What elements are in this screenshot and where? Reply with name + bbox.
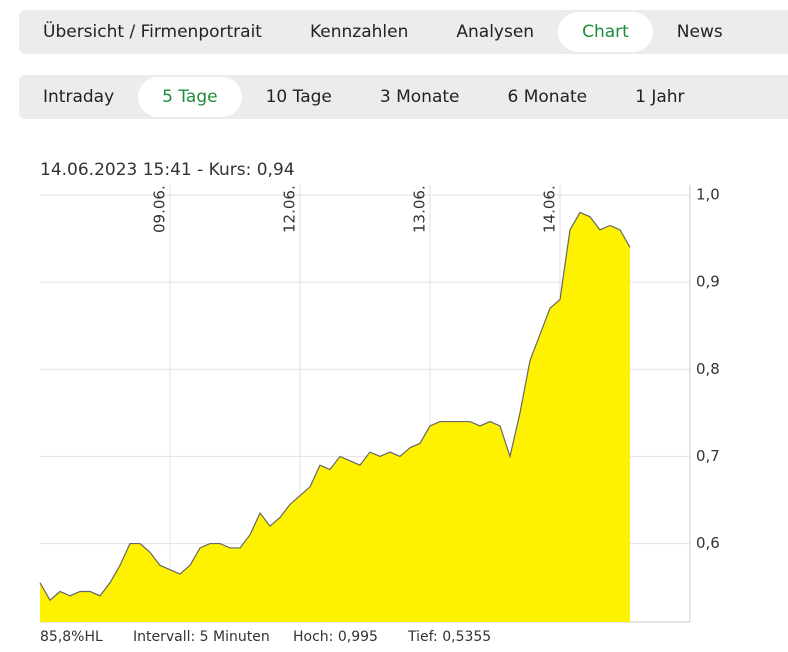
tab[interactable]: Intraday: [43, 87, 115, 107]
footer-text: Tief: 0,5355: [407, 629, 491, 645]
x-tick-label: 12.06.: [281, 185, 299, 233]
y-tick-label: 0,6: [696, 534, 720, 552]
tab[interactable]: Übersicht / Firmenportrait: [43, 22, 262, 42]
tab[interactable]: 6 Monate: [507, 87, 588, 107]
range-tabs: Intraday 5 Tage 10 Tage 3 Monate 6 Monate 1 J…: [19, 75, 788, 119]
tab[interactable]: News: [676, 22, 723, 42]
chart-title: 14.06.2023 15:41 - Kurs: 0,94: [40, 160, 295, 180]
tab[interactable]: 3 Monate: [379, 87, 460, 107]
tab[interactable]: Chart: [558, 12, 653, 52]
footer-text: 85,8%HL: [40, 629, 103, 645]
tab[interactable]: 10 Tage: [265, 87, 332, 107]
y-tick-label: 1,0: [696, 186, 720, 204]
footer-text: Intervall: 5 Minuten: [133, 629, 270, 645]
x-tick-label: 14.06.: [541, 185, 559, 233]
footer: 85,8%HL Intervall: 5 Minuten Hoch: 0,995 Ti…: [40, 629, 491, 645]
chart: 14.06.2023 15:41 - Kurs: 0,94 0,6 0,7 0,8 0…: [39, 160, 720, 645]
tab[interactable]: 1 Jahr: [635, 87, 685, 107]
tab[interactable]: Analysen: [456, 22, 535, 42]
x-tick-label: 13.06.: [411, 185, 429, 233]
y-tick-label: 0,8: [696, 360, 720, 378]
tab[interactable]: Kennzahlen: [309, 22, 409, 42]
line: [39, 211, 631, 602]
y-tick-label: 0,9: [696, 273, 720, 291]
area: [40, 212, 630, 622]
main-tabs: Übersicht / Firmenportrait Kennzahlen Anal…: [19, 10, 788, 54]
tab[interactable]: 5 Tage: [138, 77, 242, 117]
x-tick-label: 09.06.: [151, 185, 169, 233]
y-tick-label: 0,7: [696, 447, 720, 465]
footer-text: Hoch: 0,995: [293, 629, 378, 645]
